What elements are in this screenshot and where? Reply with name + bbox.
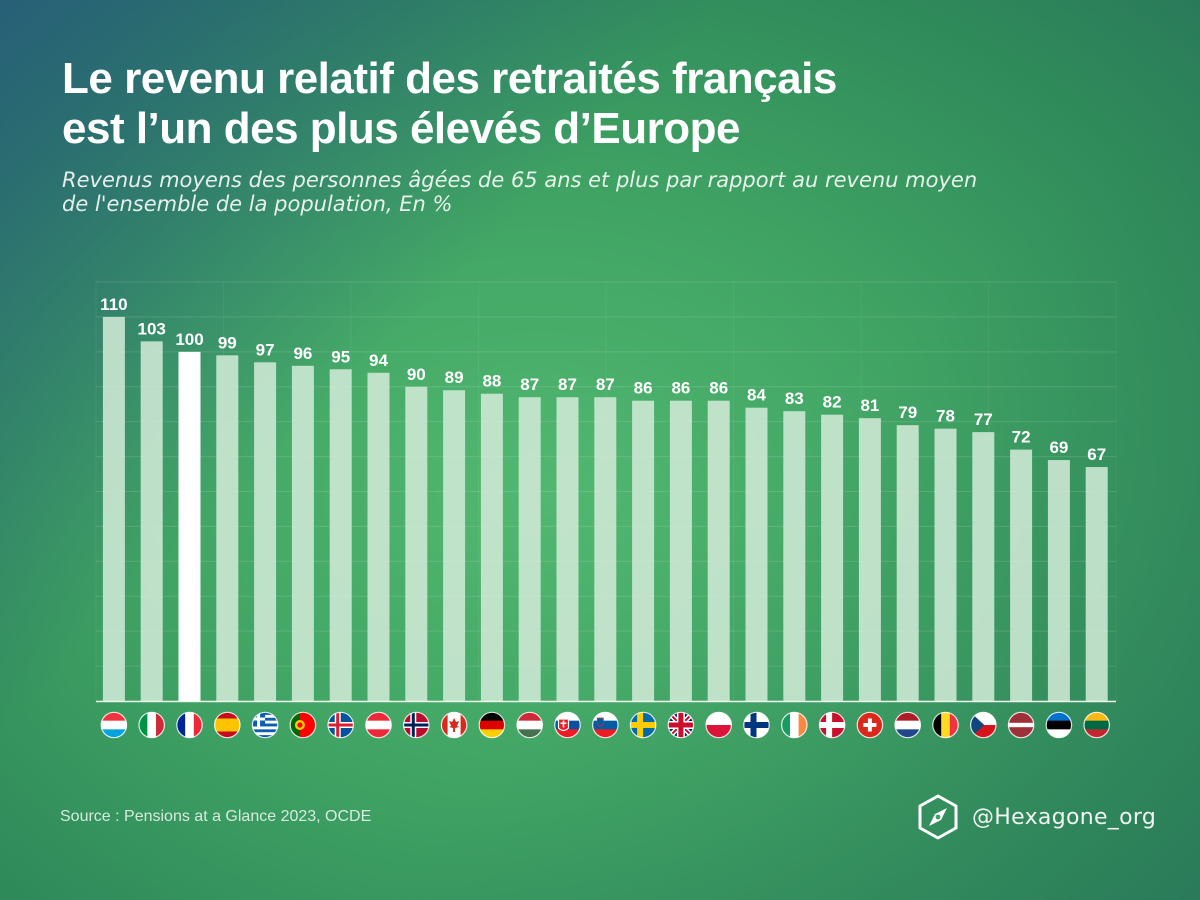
bar-germany <box>480 393 503 701</box>
flag-italy-icon <box>138 711 165 739</box>
bar-slovakia <box>556 397 579 701</box>
data-label-lithuania: 67 <box>1087 445 1106 464</box>
flag-iceland-icon <box>327 711 355 739</box>
source-note: Source : Pensions at a Glance 2023, OCDE <box>60 808 372 825</box>
flag-poland-icon <box>705 711 733 739</box>
flag-united-kingdom-icon <box>667 711 695 739</box>
bar-italy <box>140 341 163 701</box>
flag-norway-icon <box>402 711 430 739</box>
flag-estonia-icon <box>1045 711 1073 739</box>
bar-united-kingdom <box>669 400 692 701</box>
flag-latvia-icon <box>1007 711 1035 739</box>
data-label-poland: 86 <box>709 379 728 398</box>
data-label-sweden: 86 <box>634 379 653 398</box>
data-label-netherlands: 79 <box>898 403 917 422</box>
bar-netherlands <box>896 425 919 701</box>
data-label-slovenia: 87 <box>596 375 615 394</box>
bar-france <box>178 351 201 701</box>
bars <box>102 316 1108 701</box>
flag-canada-icon <box>440 711 468 739</box>
chart-subtitle-line-2: de l'ensemble de la population, En % <box>62 192 453 216</box>
bar-ireland <box>783 411 806 701</box>
chart-title-line-2: est l’un des plus élevés d’Europe <box>62 104 740 153</box>
flag-belgium-icon <box>932 711 959 739</box>
flag-spain-icon <box>214 711 241 739</box>
data-label-united-kingdom: 86 <box>671 379 690 398</box>
flag-czechia-icon <box>969 711 997 739</box>
flag-slovakia-icon <box>554 711 581 739</box>
bar-denmark <box>821 414 844 701</box>
data-label-ireland: 83 <box>785 389 804 408</box>
bar-latvia <box>1010 449 1033 701</box>
data-label-switzerland: 81 <box>860 396 879 415</box>
data-label-finland: 84 <box>747 386 766 405</box>
flag-finland-icon <box>743 711 770 739</box>
chart-title: Le revenu relatif des retraités français… <box>62 54 1142 154</box>
flag-sweden-icon <box>629 711 657 739</box>
data-label-luxembourg: 110 <box>100 295 127 314</box>
bar-iceland <box>329 369 352 701</box>
bar-austria <box>367 372 390 701</box>
data-label-austria: 94 <box>369 351 388 370</box>
flag-lithuania-icon <box>1083 711 1110 739</box>
flag-ireland-icon <box>780 711 808 739</box>
bar-slovenia <box>594 397 617 701</box>
data-label-belgium: 78 <box>936 407 955 426</box>
bar-estonia <box>1047 460 1070 701</box>
flag-austria-icon <box>365 711 392 739</box>
bar-canada <box>443 390 466 701</box>
flag-netherlands-icon <box>894 711 922 739</box>
bar-spain <box>216 355 239 701</box>
chart-subtitle-line-1: Revenus moyens des personnes âgées de 65… <box>62 168 978 192</box>
data-label-estonia: 69 <box>1049 438 1068 457</box>
flag-portugal-icon <box>289 711 317 739</box>
data-label-slovakia: 87 <box>558 375 577 394</box>
flag-slovenia-icon <box>591 711 619 739</box>
data-label-spain: 99 <box>218 333 237 352</box>
data-label-iceland: 95 <box>331 347 350 366</box>
brand-handle: @Hexagone_org <box>972 804 1157 830</box>
data-label-france: 100 <box>175 330 203 349</box>
bar-greece <box>254 362 277 701</box>
data-label-italy: 103 <box>138 319 166 338</box>
flag-hungary-icon <box>516 711 544 739</box>
bar-finland <box>745 407 768 701</box>
data-label-denmark: 82 <box>823 393 842 412</box>
data-label-greece: 97 <box>256 340 275 359</box>
bar-switzerland <box>858 418 881 701</box>
hexagon-compass-icon <box>918 794 958 840</box>
data-labels: 110 103 100 99 97 96 95 94 90 89 88 87 87 87 86 86 86 84 8… <box>100 295 1106 464</box>
bar-luxembourg <box>102 316 125 701</box>
flag-switzerland-icon <box>856 711 884 739</box>
data-label-latvia: 72 <box>1012 428 1031 447</box>
bar-norway <box>405 386 428 701</box>
data-label-germany: 88 <box>482 372 501 391</box>
bar-poland <box>707 400 730 701</box>
flag-luxembourg-icon <box>100 711 128 739</box>
bar-lithuania <box>1085 467 1108 701</box>
data-label-canada: 89 <box>445 368 464 387</box>
flag-denmark-icon <box>818 711 846 739</box>
bar-hungary <box>518 397 541 701</box>
bar-sweden <box>632 400 655 701</box>
data-label-norway: 90 <box>407 365 426 384</box>
data-label-portugal: 96 <box>293 344 312 363</box>
flag-france-icon <box>176 711 203 739</box>
data-label-czechia: 77 <box>974 410 993 429</box>
chart-title-line-1: Le revenu relatif des retraités français <box>62 54 837 103</box>
bar-czechia <box>972 432 995 701</box>
flag-greece-icon <box>251 711 279 739</box>
bar-belgium <box>934 428 957 701</box>
chart-subtitle: Revenus moyens des personnes âgées de 65… <box>62 168 1162 216</box>
country-flags <box>100 711 1110 739</box>
bar-portugal <box>291 365 314 701</box>
brand: @Hexagone_org <box>916 793 1156 841</box>
flag-germany-icon <box>478 711 506 739</box>
data-label-hungary: 87 <box>520 375 539 394</box>
